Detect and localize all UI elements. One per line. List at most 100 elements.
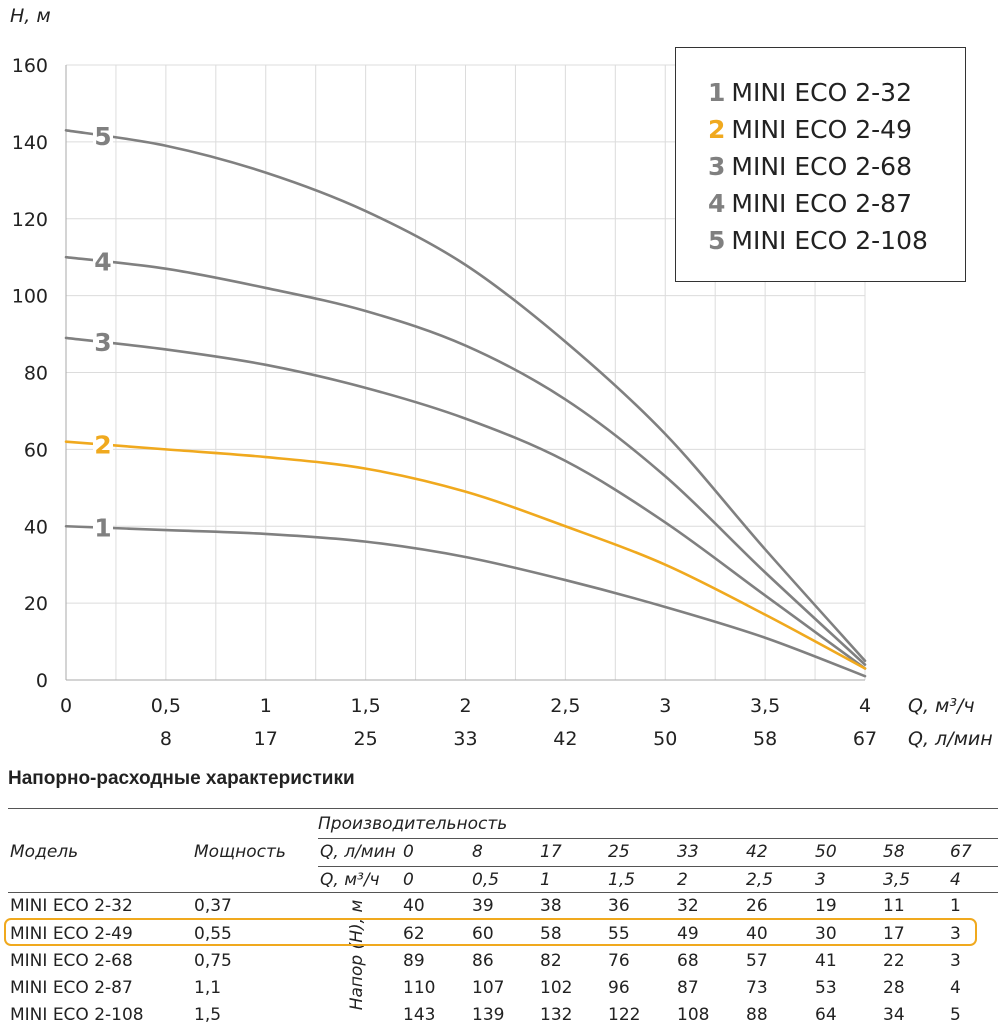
q-lmin-header-cell: 42 [746,842,768,862]
table-row-head-value: 82 [540,951,562,971]
y-tick-label: 140 [12,132,48,154]
table-row-head-value: 49 [677,924,699,944]
head-vertical-label: Напор (H), м [347,899,367,1011]
x-tick-label: 2,5 [550,695,580,717]
x2-axis-label: Q, л/мин [908,728,993,750]
column-header-model: Модель [10,842,79,862]
table-rule [8,808,998,809]
x-tick-label: 3,5 [750,695,780,717]
legend-number: 3 [708,152,726,181]
table-row-head-value: 139 [472,1005,505,1025]
table-row-head-value: 1 [950,896,961,916]
series-number-label: 3 [94,328,111,357]
legend-number: 1 [708,78,726,107]
table-row-head-value: 107 [472,978,505,998]
series-label-bg [93,514,113,541]
table-row-head-value: 96 [608,978,630,998]
series-line-1 [64,524,867,678]
q-lmin-header-cell: 33 [677,842,699,862]
x-tick-label: 3 [659,695,671,717]
legend-label: MINI ECO 2-87 [731,189,912,218]
table-row-head-value: 36 [608,896,630,916]
table-row-power: 0,55 [194,924,232,944]
row-highlight [4,918,977,946]
table-row-head-value: 11 [883,896,905,916]
y-tick-label: 0 [36,670,48,692]
series-label-bg [93,431,113,458]
table-row-head-value: 122 [608,1005,641,1025]
q-m3h-header-cell: 4 [950,870,961,890]
row-label-q-lmin: Q, л/мин [320,842,396,862]
table-row-power: 0,75 [194,951,232,971]
table-row-head-value: 3 [950,924,961,944]
series-label-bg [93,329,113,356]
legend: 1 MINI ECO 2-32 2 MINI ECO 2-49 3 MINI ECO … [675,47,966,282]
q-lmin-header-cell: 25 [608,842,630,862]
y-tick-label: 160 [12,55,48,77]
table-row-head-value: 26 [746,896,768,916]
series-number-label: 1 [94,514,111,543]
y-tick-label: 100 [12,286,48,308]
table-row-model: MINI ECO 2-68 [10,951,133,971]
table-row-head-value: 3 [950,951,961,971]
table-row-head-value: 22 [883,951,905,971]
pump-curve-chart: 0 20 40 60 80 100 120 140 160 0 0,5 1 1,5 2 2,5 3 3,5 4 8 1… [10,5,993,750]
table-row-head-value: 58 [540,924,562,944]
x2-tick-label: 58 [753,728,777,750]
table-row-head-value: 143 [403,1005,436,1025]
legend-item: 5 MINI ECO 2-108 [708,226,928,255]
q-lmin-header-cell: 17 [540,842,562,862]
x2-tick-label: 67 [853,728,877,750]
series-number-label: 4 [94,247,111,276]
table-row-head-value: 34 [883,1005,905,1025]
legend-number: 2 [708,115,726,144]
x2-tick-label: 25 [354,728,378,750]
table-title: Напорно-расходные характеристики [8,768,355,789]
series-line-3 [64,336,867,670]
table-row-power: 1,5 [194,1005,222,1025]
table-row-head-value: 76 [608,951,630,971]
table-row-head-value: 132 [540,1005,573,1025]
q-lmin-header-cell: 8 [472,842,483,862]
table-row-power: 1,1 [194,978,222,998]
x-tick-label: 2 [459,695,471,717]
legend-number: 4 [708,189,726,218]
y-axis-label: H, м [10,5,51,27]
table-row-head-value: 38 [540,896,562,916]
q-m3h-header-cell: 2 [677,870,688,890]
table-row-model: MINI ECO 2-49 [10,924,133,944]
x2-tick-label: 42 [553,728,577,750]
series-label-bg [93,123,113,150]
q-m3h-header-cell: 1 [540,870,551,890]
table-row-head-value: 87 [677,978,699,998]
table-row-head-value: 30 [815,924,837,944]
table-row-head-value: 89 [403,951,425,971]
table-row-head-value: 53 [815,978,837,998]
legend-item: 3 MINI ECO 2-68 [708,152,912,181]
legend-label: MINI ECO 2-68 [731,152,912,181]
series-number-label: 5 [94,122,111,151]
series-label-bg [93,248,113,275]
column-header-performance: Производительность [318,814,508,834]
legend-item: 4 MINI ECO 2-87 [708,189,912,218]
legend-label: MINI ECO 2-32 [731,78,912,107]
table-row-head-value: 110 [403,978,436,998]
q-m3h-header-cell: 1,5 [608,870,636,890]
table-row-model: MINI ECO 2-108 [10,1005,144,1025]
series-line-4 [64,255,867,666]
q-lmin-header-cell: 50 [815,842,837,862]
table-row-model: MINI ECO 2-32 [10,896,133,916]
table-row-head-value: 73 [746,978,768,998]
legend-item: 2 MINI ECO 2-49 [708,115,912,144]
q-lmin-header-cell: 67 [950,842,972,862]
table-row-head-value: 60 [472,924,494,944]
table-rule [318,838,998,839]
x-tick-label: 1 [260,695,272,717]
q-lmin-header-cell: 0 [403,842,414,862]
table-row-head-value: 40 [746,924,768,944]
y-tick-label: 60 [24,439,48,461]
table-row-head-value: 39 [472,896,494,916]
q-m3h-header-cell: 3 [815,870,826,890]
table-row-head-value: 19 [815,896,837,916]
column-header-power: Мощность [194,842,286,862]
